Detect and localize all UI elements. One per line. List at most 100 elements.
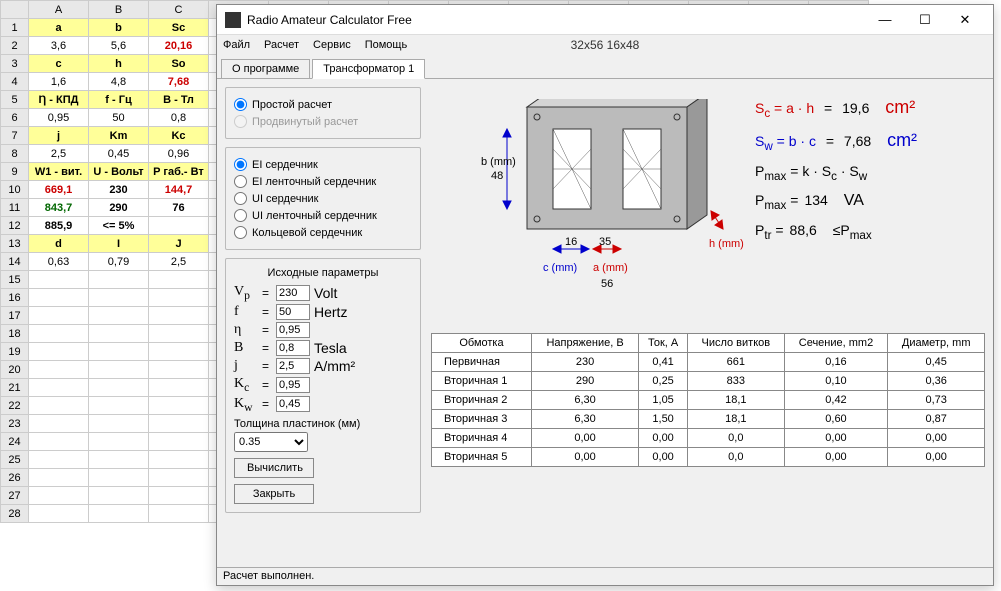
cell[interactable] xyxy=(89,325,149,343)
radio-core-1[interactable]: EI ленточный сердечник xyxy=(234,173,412,190)
row-header[interactable]: 11 xyxy=(1,199,29,217)
close-app-button[interactable]: Закрыть xyxy=(234,484,314,504)
cell[interactable] xyxy=(89,361,149,379)
table-cell[interactable]: 0,00 xyxy=(531,448,638,467)
cell[interactable]: b xyxy=(89,19,149,37)
table-cell[interactable]: Вторичная 3 xyxy=(432,410,532,429)
cell[interactable]: I xyxy=(89,235,149,253)
cell[interactable] xyxy=(149,505,209,523)
col-header[interactable]: C xyxy=(149,1,209,19)
cell[interactable] xyxy=(29,505,89,523)
cell[interactable]: 76 xyxy=(149,199,209,217)
plate-select[interactable]: 0.35 xyxy=(234,432,308,452)
cell[interactable]: d xyxy=(29,235,89,253)
cell[interactable] xyxy=(149,487,209,505)
cell[interactable]: 50 xyxy=(89,109,149,127)
table-cell[interactable]: 833 xyxy=(688,372,785,391)
cell[interactable] xyxy=(29,433,89,451)
cell[interactable]: 843,7 xyxy=(29,199,89,217)
row-header[interactable]: 13 xyxy=(1,235,29,253)
cell[interactable] xyxy=(89,487,149,505)
col-header[interactable]: A xyxy=(29,1,89,19)
cell[interactable] xyxy=(29,415,89,433)
param-input-6[interactable] xyxy=(276,396,310,412)
cell[interactable]: 5,6 xyxy=(89,37,149,55)
cell[interactable]: 0,8 xyxy=(149,109,209,127)
cell[interactable]: 0,63 xyxy=(29,253,89,271)
menu-file[interactable]: Файл xyxy=(223,39,250,51)
param-input-1[interactable] xyxy=(276,304,310,320)
cell[interactable]: 4,8 xyxy=(89,73,149,91)
menu-calc[interactable]: Расчет xyxy=(264,39,299,51)
row-header[interactable]: 25 xyxy=(1,451,29,469)
table-cell[interactable]: 18,1 xyxy=(688,410,785,429)
cell[interactable] xyxy=(29,325,89,343)
row-header[interactable]: 10 xyxy=(1,181,29,199)
table-cell[interactable]: 0,36 xyxy=(888,372,985,391)
cell[interactable] xyxy=(149,289,209,307)
row-header[interactable]: 14 xyxy=(1,253,29,271)
cell[interactable] xyxy=(29,397,89,415)
table-cell[interactable]: 0,00 xyxy=(784,429,888,448)
row-header[interactable]: 9 xyxy=(1,163,29,181)
cell[interactable]: 2,5 xyxy=(149,253,209,271)
cell[interactable] xyxy=(29,451,89,469)
row-header[interactable]: 18 xyxy=(1,325,29,343)
cell[interactable]: 1,6 xyxy=(29,73,89,91)
table-cell[interactable]: 661 xyxy=(688,353,785,372)
cell[interactable] xyxy=(149,271,209,289)
row-header[interactable]: 1 xyxy=(1,19,29,37)
cell[interactable]: 0,79 xyxy=(89,253,149,271)
cell[interactable]: c xyxy=(29,55,89,73)
radio-core-2[interactable]: UI сердечник xyxy=(234,190,412,207)
table-cell[interactable]: 0,10 xyxy=(784,372,888,391)
table-cell[interactable]: Вторичная 2 xyxy=(432,391,532,410)
cell[interactable]: 0,45 xyxy=(89,145,149,163)
radio-simple[interactable]: Простой расчет xyxy=(234,96,412,113)
row-header[interactable]: 15 xyxy=(1,271,29,289)
cell[interactable] xyxy=(89,433,149,451)
cell[interactable]: <= 5% xyxy=(89,217,149,235)
table-cell[interactable]: 0,00 xyxy=(888,429,985,448)
table-cell[interactable]: 0,16 xyxy=(784,353,888,372)
row-header[interactable]: 4 xyxy=(1,73,29,91)
table-cell[interactable]: 0,41 xyxy=(639,353,688,372)
cell[interactable] xyxy=(149,469,209,487)
row-header[interactable]: 24 xyxy=(1,433,29,451)
cell[interactable] xyxy=(149,307,209,325)
table-cell[interactable]: 6,30 xyxy=(531,410,638,429)
table-cell[interactable]: Вторичная 5 xyxy=(432,448,532,467)
table-cell[interactable]: 1,50 xyxy=(639,410,688,429)
cell[interactable] xyxy=(149,415,209,433)
cell[interactable] xyxy=(29,271,89,289)
cell[interactable]: Sc xyxy=(149,19,209,37)
cell[interactable] xyxy=(149,451,209,469)
table-cell[interactable]: 0,60 xyxy=(784,410,888,429)
cell[interactable] xyxy=(149,397,209,415)
cell[interactable]: 885,9 xyxy=(29,217,89,235)
close-button[interactable]: ✕ xyxy=(945,6,985,34)
cell[interactable]: h xyxy=(89,55,149,73)
table-cell[interactable]: 0,87 xyxy=(888,410,985,429)
row-header[interactable]: 5 xyxy=(1,91,29,109)
table-cell[interactable]: 0,45 xyxy=(888,353,985,372)
row-header[interactable]: 7 xyxy=(1,127,29,145)
row-header[interactable]: 21 xyxy=(1,379,29,397)
cell[interactable] xyxy=(29,361,89,379)
cell[interactable]: B - Тл xyxy=(149,91,209,109)
table-cell[interactable]: Вторичная 1 xyxy=(432,372,532,391)
row-header[interactable]: 12 xyxy=(1,217,29,235)
cell[interactable]: 0,96 xyxy=(149,145,209,163)
cell[interactable] xyxy=(29,307,89,325)
cell[interactable] xyxy=(149,325,209,343)
minimize-button[interactable]: — xyxy=(865,6,905,34)
cell[interactable] xyxy=(89,271,149,289)
param-input-4[interactable] xyxy=(276,358,310,374)
table-cell[interactable]: 0,00 xyxy=(639,429,688,448)
menu-help[interactable]: Помощь xyxy=(365,39,408,51)
row-header[interactable]: 22 xyxy=(1,397,29,415)
cell[interactable] xyxy=(89,343,149,361)
radio-core-3[interactable]: UI ленточный сердечник xyxy=(234,207,412,224)
row-header[interactable]: 6 xyxy=(1,109,29,127)
table-cell[interactable]: 6,30 xyxy=(531,391,638,410)
